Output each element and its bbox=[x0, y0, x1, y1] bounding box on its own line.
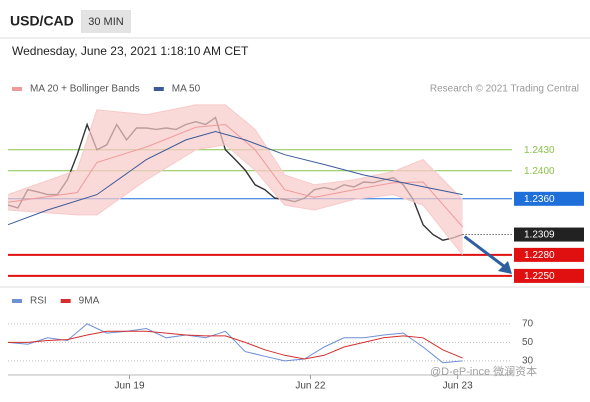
level-label-box bbox=[514, 227, 584, 242]
forecast-arrowhead bbox=[498, 261, 512, 274]
level-label: 1.2280 bbox=[524, 250, 555, 261]
timestamp: Wednesday, June 23, 2021 1:18:10 AM CET bbox=[12, 44, 249, 58]
legend-label: RSI bbox=[30, 296, 47, 307]
x-tick-label: Jun 23 bbox=[443, 381, 473, 392]
interval-badge bbox=[81, 10, 131, 33]
bollinger-band bbox=[8, 104, 463, 255]
legend-swatch bbox=[153, 87, 164, 91]
y-tick-label: 30 bbox=[522, 356, 534, 367]
copyright: Research © 2021 Trading Central bbox=[430, 84, 579, 95]
level-label: 1.2250 bbox=[524, 271, 555, 282]
level-label-box bbox=[514, 268, 584, 283]
bollinger-upper bbox=[7, 104, 463, 200]
bollinger-lower bbox=[7, 144, 463, 256]
series-line bbox=[7, 123, 463, 228]
level-label-box bbox=[514, 191, 584, 206]
forecast-arrow bbox=[463, 235, 506, 269]
level-label: 1.2430 bbox=[524, 145, 555, 156]
level-label-box bbox=[514, 247, 584, 262]
series-line bbox=[8, 330, 463, 360]
legend-label: MA 50 bbox=[172, 84, 201, 95]
watermark: @D-eP-ince 微澜资本 bbox=[430, 364, 537, 378]
level-label: 1.2400 bbox=[524, 166, 555, 177]
x-tick-label: Jun 19 bbox=[115, 381, 145, 392]
y-tick-label: 70 bbox=[522, 319, 534, 330]
legend-label: 9MA bbox=[79, 296, 100, 307]
legend-swatch bbox=[12, 87, 22, 91]
legend-label: MA 20 + Bollinger Bands bbox=[30, 84, 140, 95]
legend-swatch bbox=[12, 299, 22, 303]
symbol: USD/CAD bbox=[10, 13, 74, 29]
series-line bbox=[7, 323, 463, 364]
x-tick-label: Jun 22 bbox=[295, 381, 325, 392]
level-label: 1.2309 bbox=[524, 230, 555, 241]
interval: 30 MIN bbox=[88, 16, 124, 28]
legend-swatch bbox=[60, 299, 71, 303]
y-tick-label: 50 bbox=[522, 337, 534, 348]
series-line bbox=[7, 130, 463, 226]
level-label: 1.2360 bbox=[524, 194, 555, 205]
